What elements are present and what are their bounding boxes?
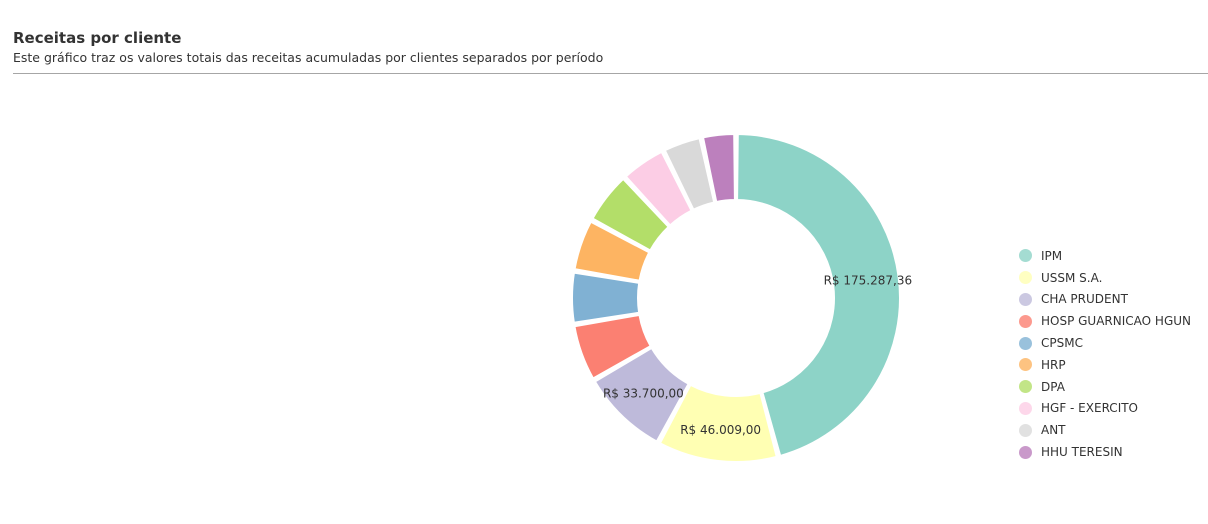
legend-label: HHU TERESIN xyxy=(1041,445,1123,460)
legend-item-0[interactable]: IPM xyxy=(1019,245,1191,267)
legend-item-3[interactable]: HOSP GUARNICAO HGUN xyxy=(1019,310,1191,332)
legend-swatch xyxy=(1019,292,1032,306)
legend-label: HOSP GUARNICAO HGUN xyxy=(1041,314,1191,329)
donut-slice-8[interactable] xyxy=(663,137,716,211)
legend-label: CHA PRUDENT xyxy=(1041,292,1128,307)
donut-slice-4[interactable] xyxy=(571,271,641,324)
legend-item-5[interactable]: HRP xyxy=(1019,354,1191,376)
chart-subtitle: Este gráfico traz os valores totais das … xyxy=(13,50,604,65)
legend-swatch xyxy=(1019,249,1032,263)
legend-label: DPA xyxy=(1041,379,1065,394)
legend-swatch xyxy=(1019,445,1032,459)
legend-swatch xyxy=(1019,423,1032,437)
legend-label: CPSMC xyxy=(1041,336,1083,351)
donut-slice-5[interactable] xyxy=(573,220,651,282)
donut-slice-7[interactable] xyxy=(624,150,693,227)
legend-item-6[interactable]: DPA xyxy=(1019,376,1191,398)
header-divider xyxy=(13,73,1208,74)
chart-legend: IPM USSM S.A. CHA PRUDENT HOSP GUARNICAO HG… xyxy=(1019,245,1191,463)
legend-label: USSM S.A. xyxy=(1041,270,1103,285)
legend-item-4[interactable]: CPSMC xyxy=(1019,332,1191,354)
legend-label: HGF - EXERCITO xyxy=(1041,401,1139,416)
legend-item-2[interactable]: CHA PRUDENT xyxy=(1019,289,1191,311)
legend-swatch xyxy=(1019,380,1032,394)
legend-swatch xyxy=(1019,358,1032,372)
legend-swatch xyxy=(1019,336,1032,350)
donut-slice-0[interactable] xyxy=(736,133,901,457)
legend-item-8[interactable]: ANT xyxy=(1019,419,1191,441)
legend-swatch xyxy=(1019,401,1032,415)
donut-slice-1[interactable] xyxy=(658,383,778,463)
legend-label: IPM xyxy=(1041,248,1063,263)
legend-label: ANT xyxy=(1041,423,1066,438)
legend-item-9[interactable]: HHU TERESIN xyxy=(1019,441,1191,463)
chart-title: Receitas por cliente xyxy=(13,29,182,47)
donut-slice-3[interactable] xyxy=(573,313,652,380)
donut-slice-2[interactable] xyxy=(593,346,690,443)
legend-item-7[interactable]: HGF - EXERCITO xyxy=(1019,398,1191,420)
legend-swatch xyxy=(1019,271,1032,285)
legend-swatch xyxy=(1019,314,1032,328)
slice-data-label: R$ 46.009,00 xyxy=(680,423,761,437)
slice-data-label: R$ 175.287,36 xyxy=(824,274,913,288)
donut-slice-6[interactable] xyxy=(591,177,670,252)
donut-slice-9[interactable] xyxy=(702,133,736,204)
chart-header: Receitas por cliente Este gráfico traz o… xyxy=(13,28,1208,67)
slice-data-label: R$ 33.700,00 xyxy=(603,386,684,400)
legend-label: HRP xyxy=(1041,357,1066,372)
legend-item-1[interactable]: USSM S.A. xyxy=(1019,267,1191,289)
